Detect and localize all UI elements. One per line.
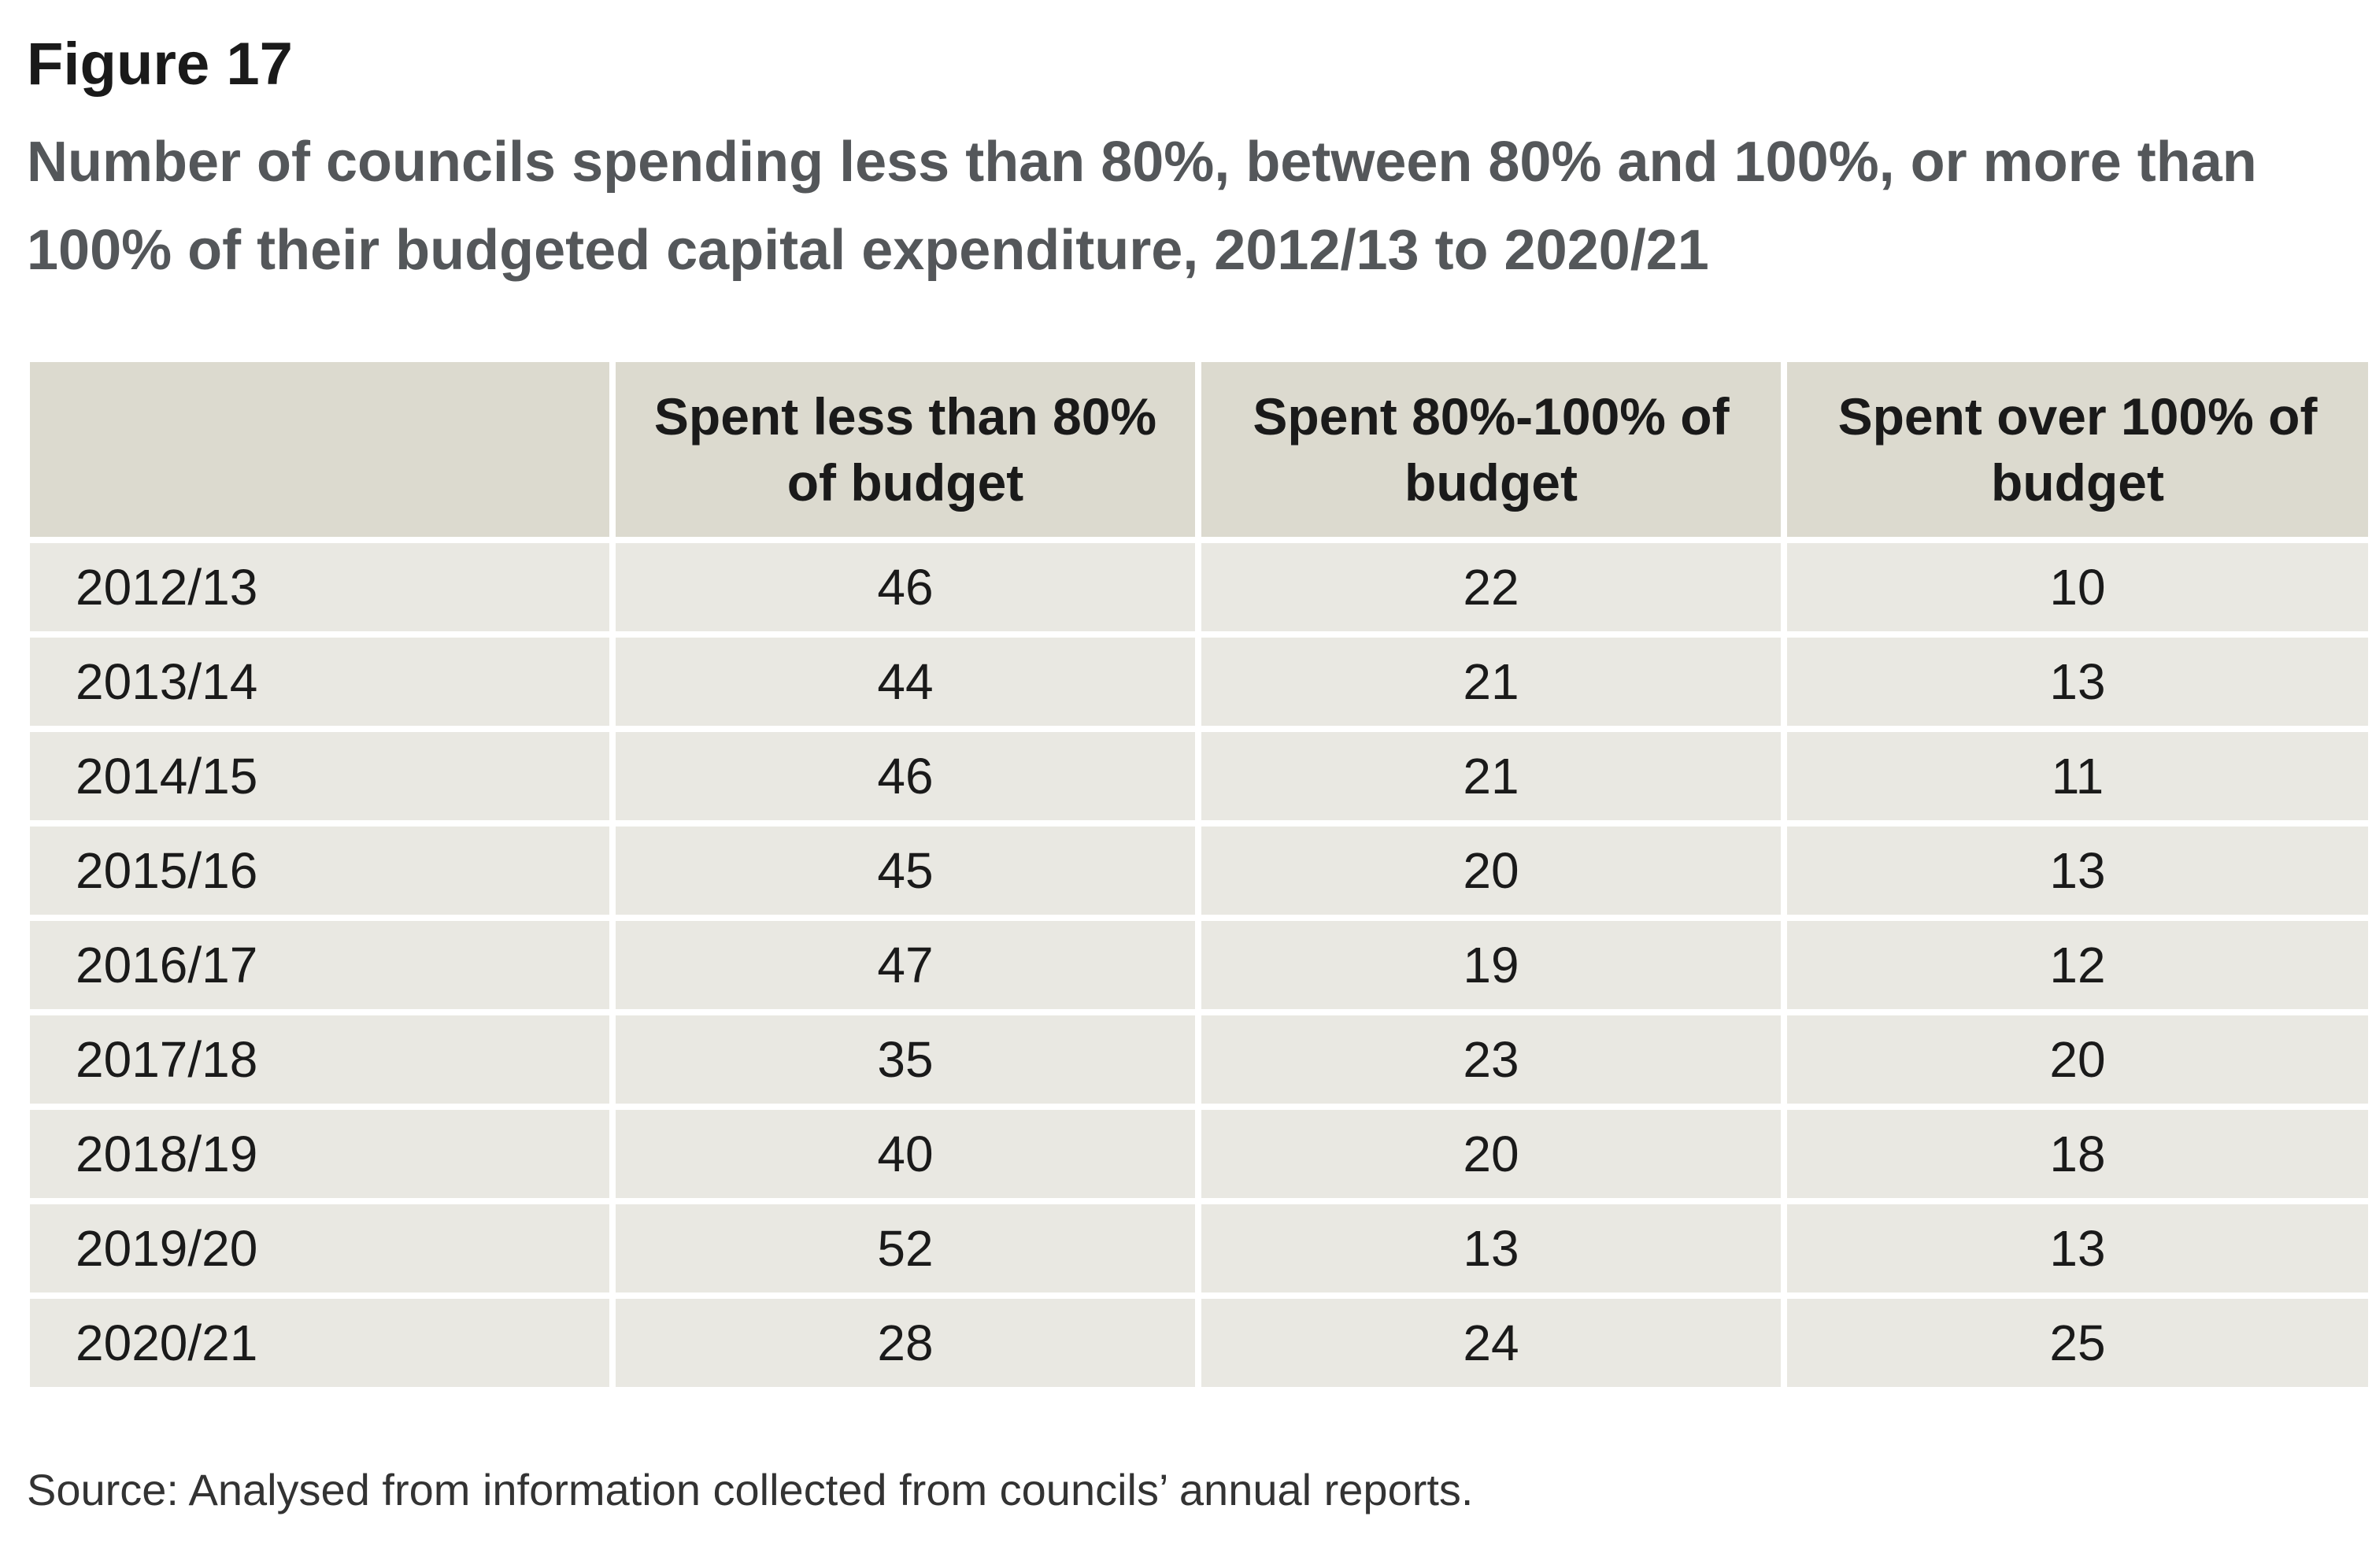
year-cell: 2018/19 bbox=[30, 1110, 609, 1198]
over-100-cell: 13 bbox=[1787, 1204, 2368, 1292]
data-table-container: Spent less than 80% of budget Spent 80%-… bbox=[30, 362, 2368, 1387]
over-100-cell: 25 bbox=[1787, 1299, 2368, 1387]
table-row: 2020/21 28 24 25 bbox=[30, 1299, 2368, 1387]
over-100-cell: 12 bbox=[1787, 921, 2368, 1009]
between-80-100-cell: 20 bbox=[1201, 827, 1781, 915]
over-100-cell: 10 bbox=[1787, 543, 2368, 631]
less-80-cell: 35 bbox=[616, 1015, 1195, 1104]
between-80-100-cell: 19 bbox=[1201, 921, 1781, 1009]
year-cell: 2013/14 bbox=[30, 638, 609, 726]
year-cell: 2012/13 bbox=[30, 543, 609, 631]
figure-label: Figure 17 bbox=[27, 31, 293, 98]
less-80-cell: 52 bbox=[616, 1204, 1195, 1292]
between-80-100-cell: 24 bbox=[1201, 1299, 1781, 1387]
between-80-100-cell: 20 bbox=[1201, 1110, 1781, 1198]
table-row: 2012/13 46 22 10 bbox=[30, 543, 2368, 631]
figure-title: Number of councils spending less than 80… bbox=[27, 131, 2257, 282]
between-80-100-cell: 23 bbox=[1201, 1015, 1781, 1104]
table-row: 2017/18 35 23 20 bbox=[30, 1015, 2368, 1104]
year-cell: 2016/17 bbox=[30, 921, 609, 1009]
data-table: Spent less than 80% of budget Spent 80%-… bbox=[24, 356, 2372, 1393]
less-80-cell: 46 bbox=[616, 543, 1195, 631]
less-80-cell: 45 bbox=[616, 827, 1195, 915]
source-note: Source: Analysed from information collec… bbox=[27, 1465, 1474, 1514]
between-80-100-cell: 13 bbox=[1201, 1204, 1781, 1292]
year-cell: 2014/15 bbox=[30, 732, 609, 820]
over-100-cell: 13 bbox=[1787, 638, 2368, 726]
less-80-cell: 28 bbox=[616, 1299, 1195, 1387]
over-100-cell: 20 bbox=[1787, 1015, 2368, 1104]
between-80-100-cell: 22 bbox=[1201, 543, 1781, 631]
year-cell: 2017/18 bbox=[30, 1015, 609, 1104]
table-row: 2018/19 40 20 18 bbox=[30, 1110, 2368, 1198]
over-100-cell: 18 bbox=[1787, 1110, 2368, 1198]
table-header-row: Spent less than 80% of budget Spent 80%-… bbox=[30, 362, 2368, 537]
header-cell-over-100: Spent over 100% of budget bbox=[1787, 362, 2368, 537]
header-cell-blank bbox=[30, 362, 609, 537]
between-80-100-cell: 21 bbox=[1201, 732, 1781, 820]
header-cell-80-100: Spent 80%-100% of budget bbox=[1201, 362, 1781, 537]
table-row: 2015/16 45 20 13 bbox=[30, 827, 2368, 915]
less-80-cell: 40 bbox=[616, 1110, 1195, 1198]
table-row: 2016/17 47 19 12 bbox=[30, 921, 2368, 1009]
table-body: 2012/13 46 22 10 2013/14 44 21 13 2014/15 46 21 11 2… bbox=[30, 543, 2368, 1387]
over-100-cell: 11 bbox=[1787, 732, 2368, 820]
header-cell-less-80: Spent less than 80% of budget bbox=[616, 362, 1195, 537]
less-80-cell: 46 bbox=[616, 732, 1195, 820]
less-80-cell: 47 bbox=[616, 921, 1195, 1009]
year-cell: 2015/16 bbox=[30, 827, 609, 915]
year-cell: 2020/21 bbox=[30, 1299, 609, 1387]
over-100-cell: 13 bbox=[1787, 827, 2368, 915]
less-80-cell: 44 bbox=[616, 638, 1195, 726]
year-cell: 2019/20 bbox=[30, 1204, 609, 1292]
table-row: 2019/20 52 13 13 bbox=[30, 1204, 2368, 1292]
between-80-100-cell: 21 bbox=[1201, 638, 1781, 726]
table-row: 2014/15 46 21 11 bbox=[30, 732, 2368, 820]
table-row: 2013/14 44 21 13 bbox=[30, 638, 2368, 726]
